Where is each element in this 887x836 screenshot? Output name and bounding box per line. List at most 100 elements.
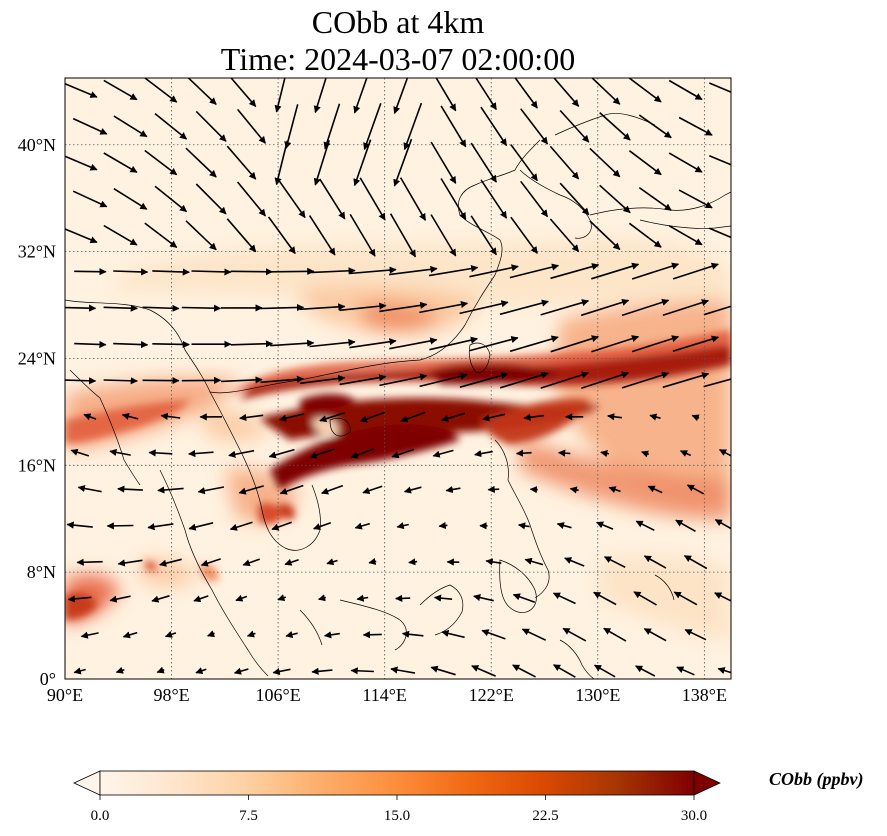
wind-vector-arrow	[103, 304, 138, 312]
wind-vector-arrow	[676, 666, 695, 676]
wind-vector-arrow	[662, 299, 709, 316]
wind-vector-arrow	[510, 144, 538, 182]
wind-vector-arrow	[277, 594, 287, 602]
wind-vector-arrow	[278, 179, 306, 219]
wind-vector-arrow	[200, 558, 221, 567]
colorbar-ticks: 0.0 7.5 15.0 22.5 30.0	[91, 795, 707, 824]
wind-vector-arrow	[631, 335, 680, 353]
wind-vector-arrow	[83, 413, 97, 421]
wind-vector-arrow	[195, 183, 227, 215]
wind-vector-arrow	[72, 117, 108, 135]
wind-vector-arrow	[117, 559, 143, 567]
wind-vector-arrow	[393, 78, 409, 115]
wind-vector-arrow	[230, 78, 257, 108]
wind-vector-arrow	[608, 486, 621, 494]
wind-vector-arrow	[714, 592, 731, 602]
wind-vector-arrow	[77, 484, 102, 493]
wind-vector-arrow	[540, 299, 590, 316]
wind-vector-arrow	[323, 631, 340, 639]
wind-vector-arrow	[580, 298, 630, 317]
wind-vector-arrow	[313, 78, 327, 114]
wind-vector-arrow	[226, 218, 257, 253]
lat-tick-label: 8°N	[27, 562, 56, 582]
wind-vector-arrow	[379, 301, 428, 313]
wind-vector-arrow	[435, 78, 457, 112]
wind-vector-arrow	[475, 78, 497, 111]
wind-vector-arrow	[714, 519, 731, 530]
wind-vector-arrow	[429, 336, 479, 351]
wind-vector-arrow	[195, 110, 227, 142]
wind-vector-arrow	[673, 591, 698, 606]
wind-vector-arrow	[403, 102, 423, 151]
wind-vector-arrow	[103, 224, 138, 246]
wind-vector-arrow	[354, 522, 371, 530]
wind-vector-arrow	[499, 371, 549, 389]
wind-vector-arrow	[668, 225, 703, 246]
wind-vector-arrow	[524, 557, 544, 566]
wind-vector-arrow	[691, 414, 700, 422]
lat-tick-label: 24°N	[18, 348, 56, 368]
wind-vector-arrow	[195, 667, 207, 675]
wind-vector-arrow	[309, 338, 356, 348]
lon-tick-label: 106°E	[256, 685, 301, 705]
wind-vector-arrow	[267, 216, 296, 255]
wind-vector-arrow	[510, 216, 538, 254]
latitude-tick-labels: 0° 8°N 16°N 24°N 32°N 40°N	[18, 135, 56, 689]
wind-vector-arrow	[152, 268, 190, 276]
lon-tick-label: 114°E	[362, 685, 407, 705]
wind-vector-arrow	[103, 152, 138, 173]
wind-vector-arrow	[154, 112, 188, 140]
wind-vector-arrow	[122, 631, 138, 639]
wind-vector-arrow	[144, 149, 178, 176]
wind-vector-arrow	[485, 558, 502, 566]
wind-vector-arrow	[649, 413, 661, 421]
wind-vector-arrow	[230, 340, 274, 348]
wind-vector-arrow	[396, 522, 409, 530]
lat-tick-label: 40°N	[18, 135, 56, 155]
wind-vector-arrow	[246, 630, 256, 638]
lon-tick-label: 122°E	[469, 685, 514, 705]
wind-vector-arrow	[718, 448, 731, 457]
map-time-subtitle: Time: 2024-03-07 02:00:00	[220, 41, 576, 77]
wind-vector-arrow	[193, 595, 209, 603]
wind-vector-arrow	[113, 188, 148, 210]
wind-vector-arrow	[260, 303, 305, 312]
wind-vector-arrow	[470, 142, 497, 183]
wind-vector-arrow	[440, 178, 467, 220]
wind-vector-arrow	[557, 449, 571, 457]
wind-vector-arrow	[600, 450, 610, 458]
wind-vector-arrow	[309, 448, 335, 459]
wind-vector-arrow	[197, 486, 225, 495]
wind-vector-arrow	[309, 267, 356, 275]
wind-vector-arrow	[678, 189, 713, 209]
wind-vector-arrow	[103, 377, 138, 385]
wind-vector-arrow	[514, 78, 538, 109]
wind-vector-arrow	[270, 339, 315, 347]
wind-vector-arrow	[553, 78, 580, 107]
wind-vector-arrow	[591, 262, 640, 280]
wind-vector-arrow	[419, 372, 468, 388]
wind-vector-arrow	[470, 215, 497, 256]
wind-vector-arrow	[430, 214, 457, 257]
wind-vector-arrow	[440, 105, 467, 148]
wind-vector-arrow	[353, 139, 372, 187]
wind-vector-arrow	[349, 213, 376, 257]
wind-vector-arrow	[589, 220, 621, 251]
wind-vector-field	[65, 78, 731, 678]
wind-vector-arrow	[593, 591, 617, 606]
wind-vector-arrow	[668, 79, 703, 101]
lat-tick-label: 32°N	[18, 242, 56, 262]
colorbar-gradient	[99, 770, 695, 796]
wind-vector-arrow	[487, 485, 500, 493]
wind-vector-arrow	[278, 413, 305, 422]
wind-vector-arrow	[683, 555, 708, 570]
wind-vector-arrow	[482, 413, 505, 422]
wind-vector-arrow	[599, 184, 631, 214]
wind-vector-arrow	[593, 664, 616, 678]
wind-vector-arrow	[621, 371, 670, 389]
wind-vector-arrow	[148, 449, 173, 457]
wind-vector-arrow	[229, 521, 253, 531]
wind-vector-arrow	[144, 78, 178, 103]
wind-vector-arrow	[393, 138, 413, 187]
wind-vector-arrow	[74, 268, 107, 276]
